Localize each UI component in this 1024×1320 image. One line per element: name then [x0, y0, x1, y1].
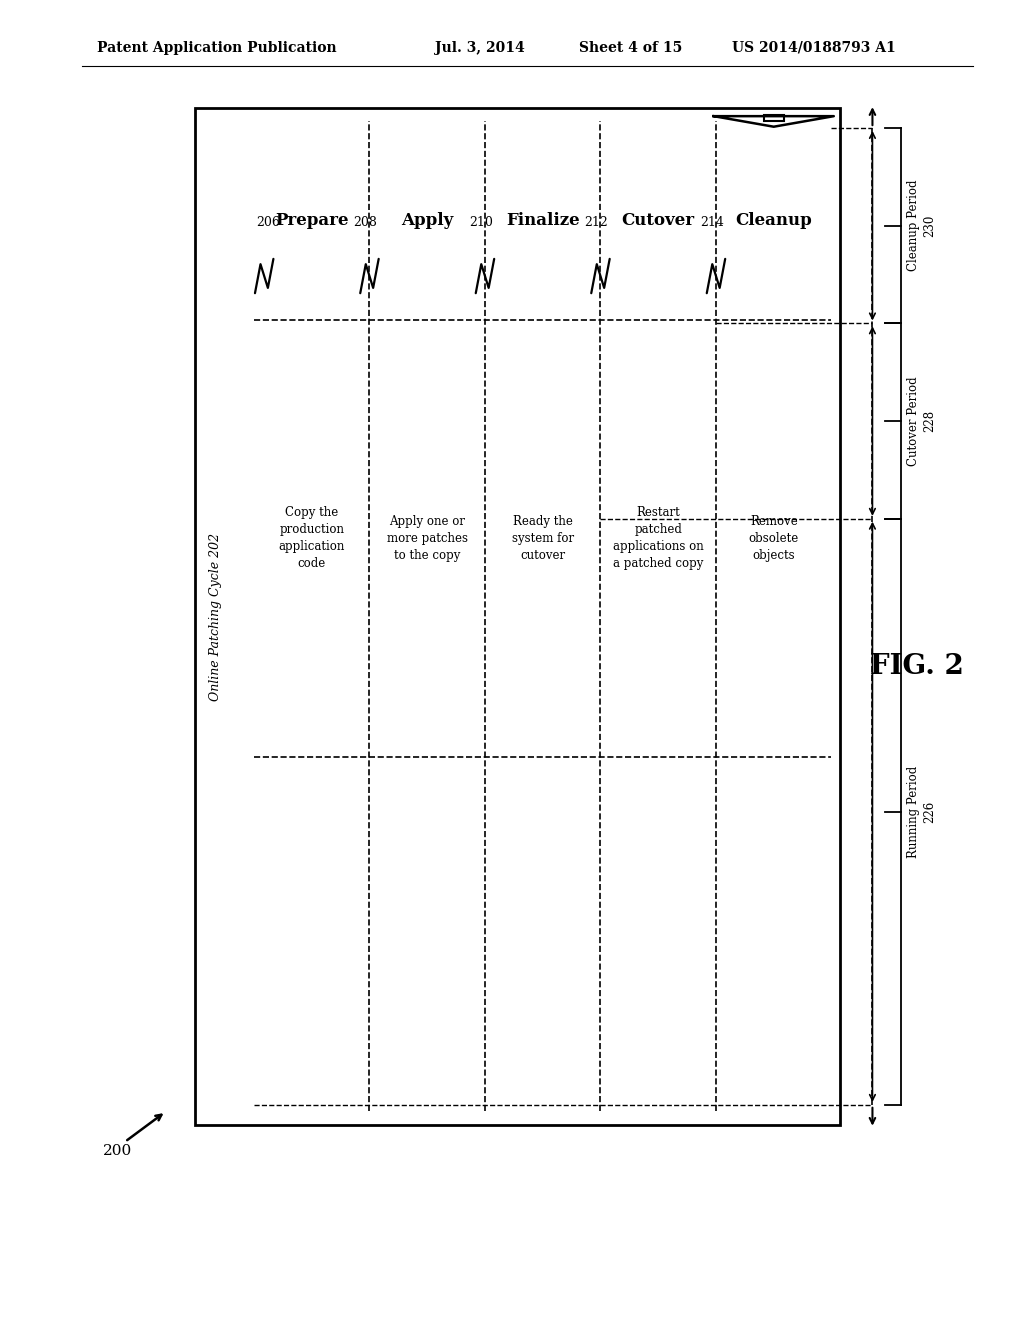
Text: 206: 206	[256, 215, 281, 228]
Text: 200: 200	[103, 1144, 132, 1158]
Text: 208: 208	[353, 215, 377, 228]
Text: Copy the
production
application
code: Copy the production application code	[279, 506, 345, 570]
Text: Jul. 3, 2014: Jul. 3, 2014	[435, 41, 525, 54]
Text: 214: 214	[700, 215, 724, 228]
Text: Prepare: Prepare	[275, 213, 348, 230]
Text: Ready the
system for
cutover: Ready the system for cutover	[512, 515, 573, 562]
Text: US 2014/0188793 A1: US 2014/0188793 A1	[732, 41, 896, 54]
Text: Remove
obsolete
objects: Remove obsolete objects	[749, 515, 799, 562]
Bar	[764, 115, 783, 121]
Text: 210: 210	[469, 215, 493, 228]
Text: Cutover: Cutover	[622, 213, 695, 230]
Text: Cutover Period
228: Cutover Period 228	[907, 376, 936, 466]
Text: FIG. 2: FIG. 2	[869, 653, 964, 680]
Text: Cleanup: Cleanup	[735, 213, 812, 230]
Text: Finalize: Finalize	[506, 213, 580, 230]
Text: Sheet 4 of 15: Sheet 4 of 15	[579, 41, 682, 54]
Polygon shape	[714, 116, 834, 127]
Bar	[195, 108, 840, 1125]
Text: Apply one or
more patches
to the copy: Apply one or more patches to the copy	[387, 515, 468, 562]
Text: Patent Application Publication: Patent Application Publication	[97, 41, 337, 54]
Text: Online Patching Cycle 202: Online Patching Cycle 202	[209, 532, 221, 701]
Text: 212: 212	[585, 215, 608, 228]
Text: Running Period
226: Running Period 226	[907, 766, 936, 858]
Text: Restart
patched
applications on
a patched copy: Restart patched applications on a patche…	[612, 506, 703, 570]
Text: Apply: Apply	[401, 213, 454, 230]
Text: Cleanup Period
230: Cleanup Period 230	[907, 180, 936, 272]
